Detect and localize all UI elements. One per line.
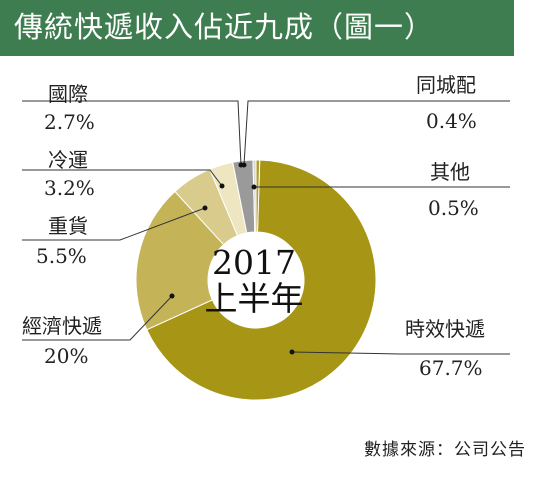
- label-express-name: 時效快遞: [405, 317, 485, 341]
- slice-express: [146, 159, 377, 401]
- leader-dot-express: [289, 349, 295, 355]
- label-cold-value: 3.2%: [44, 176, 95, 200]
- leader-line-heavy: [22, 207, 206, 241]
- label-sameday-name: 同城配: [416, 73, 476, 97]
- slice-other: [255, 159, 261, 233]
- center-period: 上半年: [204, 279, 304, 318]
- leader-line-economy: [22, 295, 173, 341]
- label-economy-name: 經濟快遞: [22, 314, 102, 338]
- label-heavy-value: 5.5%: [36, 244, 87, 268]
- label-economy-value: 20%: [44, 344, 89, 368]
- leader-line-cold: [22, 169, 223, 187]
- leader-dot-economy: [169, 293, 175, 299]
- chart-title: 傳統快遞收入佔近九成（圖一）: [14, 10, 435, 44]
- label-international-value: 2.7%: [44, 110, 95, 134]
- leader-dot-sameday: [241, 162, 247, 168]
- title-bar: 傳統快遞收入佔近九成（圖一）: [0, 0, 514, 56]
- center-year: 2017: [212, 243, 296, 282]
- label-international-name: 國際: [48, 82, 88, 106]
- leader-line-sameday: [243, 100, 510, 166]
- leader-dot-other: [251, 184, 257, 190]
- leader-line-express: [291, 351, 510, 355]
- data-source: 數據來源：公司公告: [364, 440, 526, 460]
- label-other-name: 其他: [430, 160, 470, 184]
- label-sameday-value: 0.4%: [426, 109, 477, 133]
- label-express-value: 67.7%: [419, 356, 483, 380]
- leader-dot-cold: [219, 183, 225, 189]
- label-heavy-name: 重貨: [48, 214, 88, 238]
- label-cold-name: 冷運: [48, 148, 88, 172]
- leader-dot-heavy: [202, 205, 208, 211]
- label-other-value: 0.5%: [428, 196, 479, 220]
- leader-line-international: [22, 100, 242, 166]
